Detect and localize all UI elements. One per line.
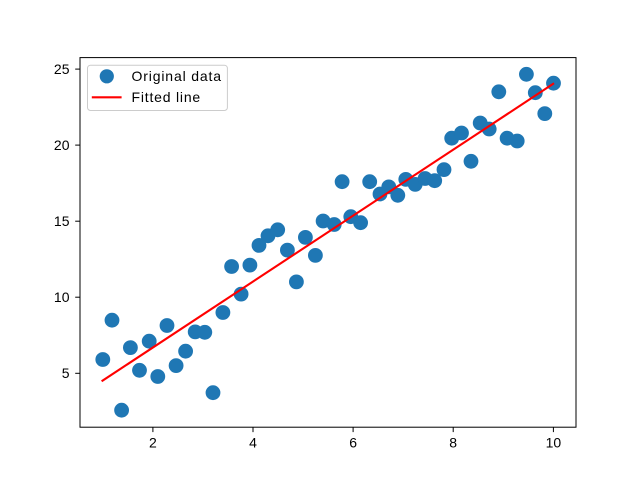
svg-text:20: 20 <box>54 137 70 153</box>
svg-text:Original data: Original data <box>132 68 222 84</box>
svg-text:8: 8 <box>449 435 457 451</box>
svg-text:5: 5 <box>62 365 70 381</box>
svg-text:15: 15 <box>54 213 70 229</box>
svg-text:25: 25 <box>54 61 70 77</box>
svg-text:Fitted line: Fitted line <box>132 89 202 105</box>
svg-text:6: 6 <box>349 435 357 451</box>
svg-text:10: 10 <box>546 435 562 451</box>
svg-text:10: 10 <box>54 289 70 305</box>
svg-text:2: 2 <box>149 435 157 451</box>
svg-text:4: 4 <box>249 435 257 451</box>
